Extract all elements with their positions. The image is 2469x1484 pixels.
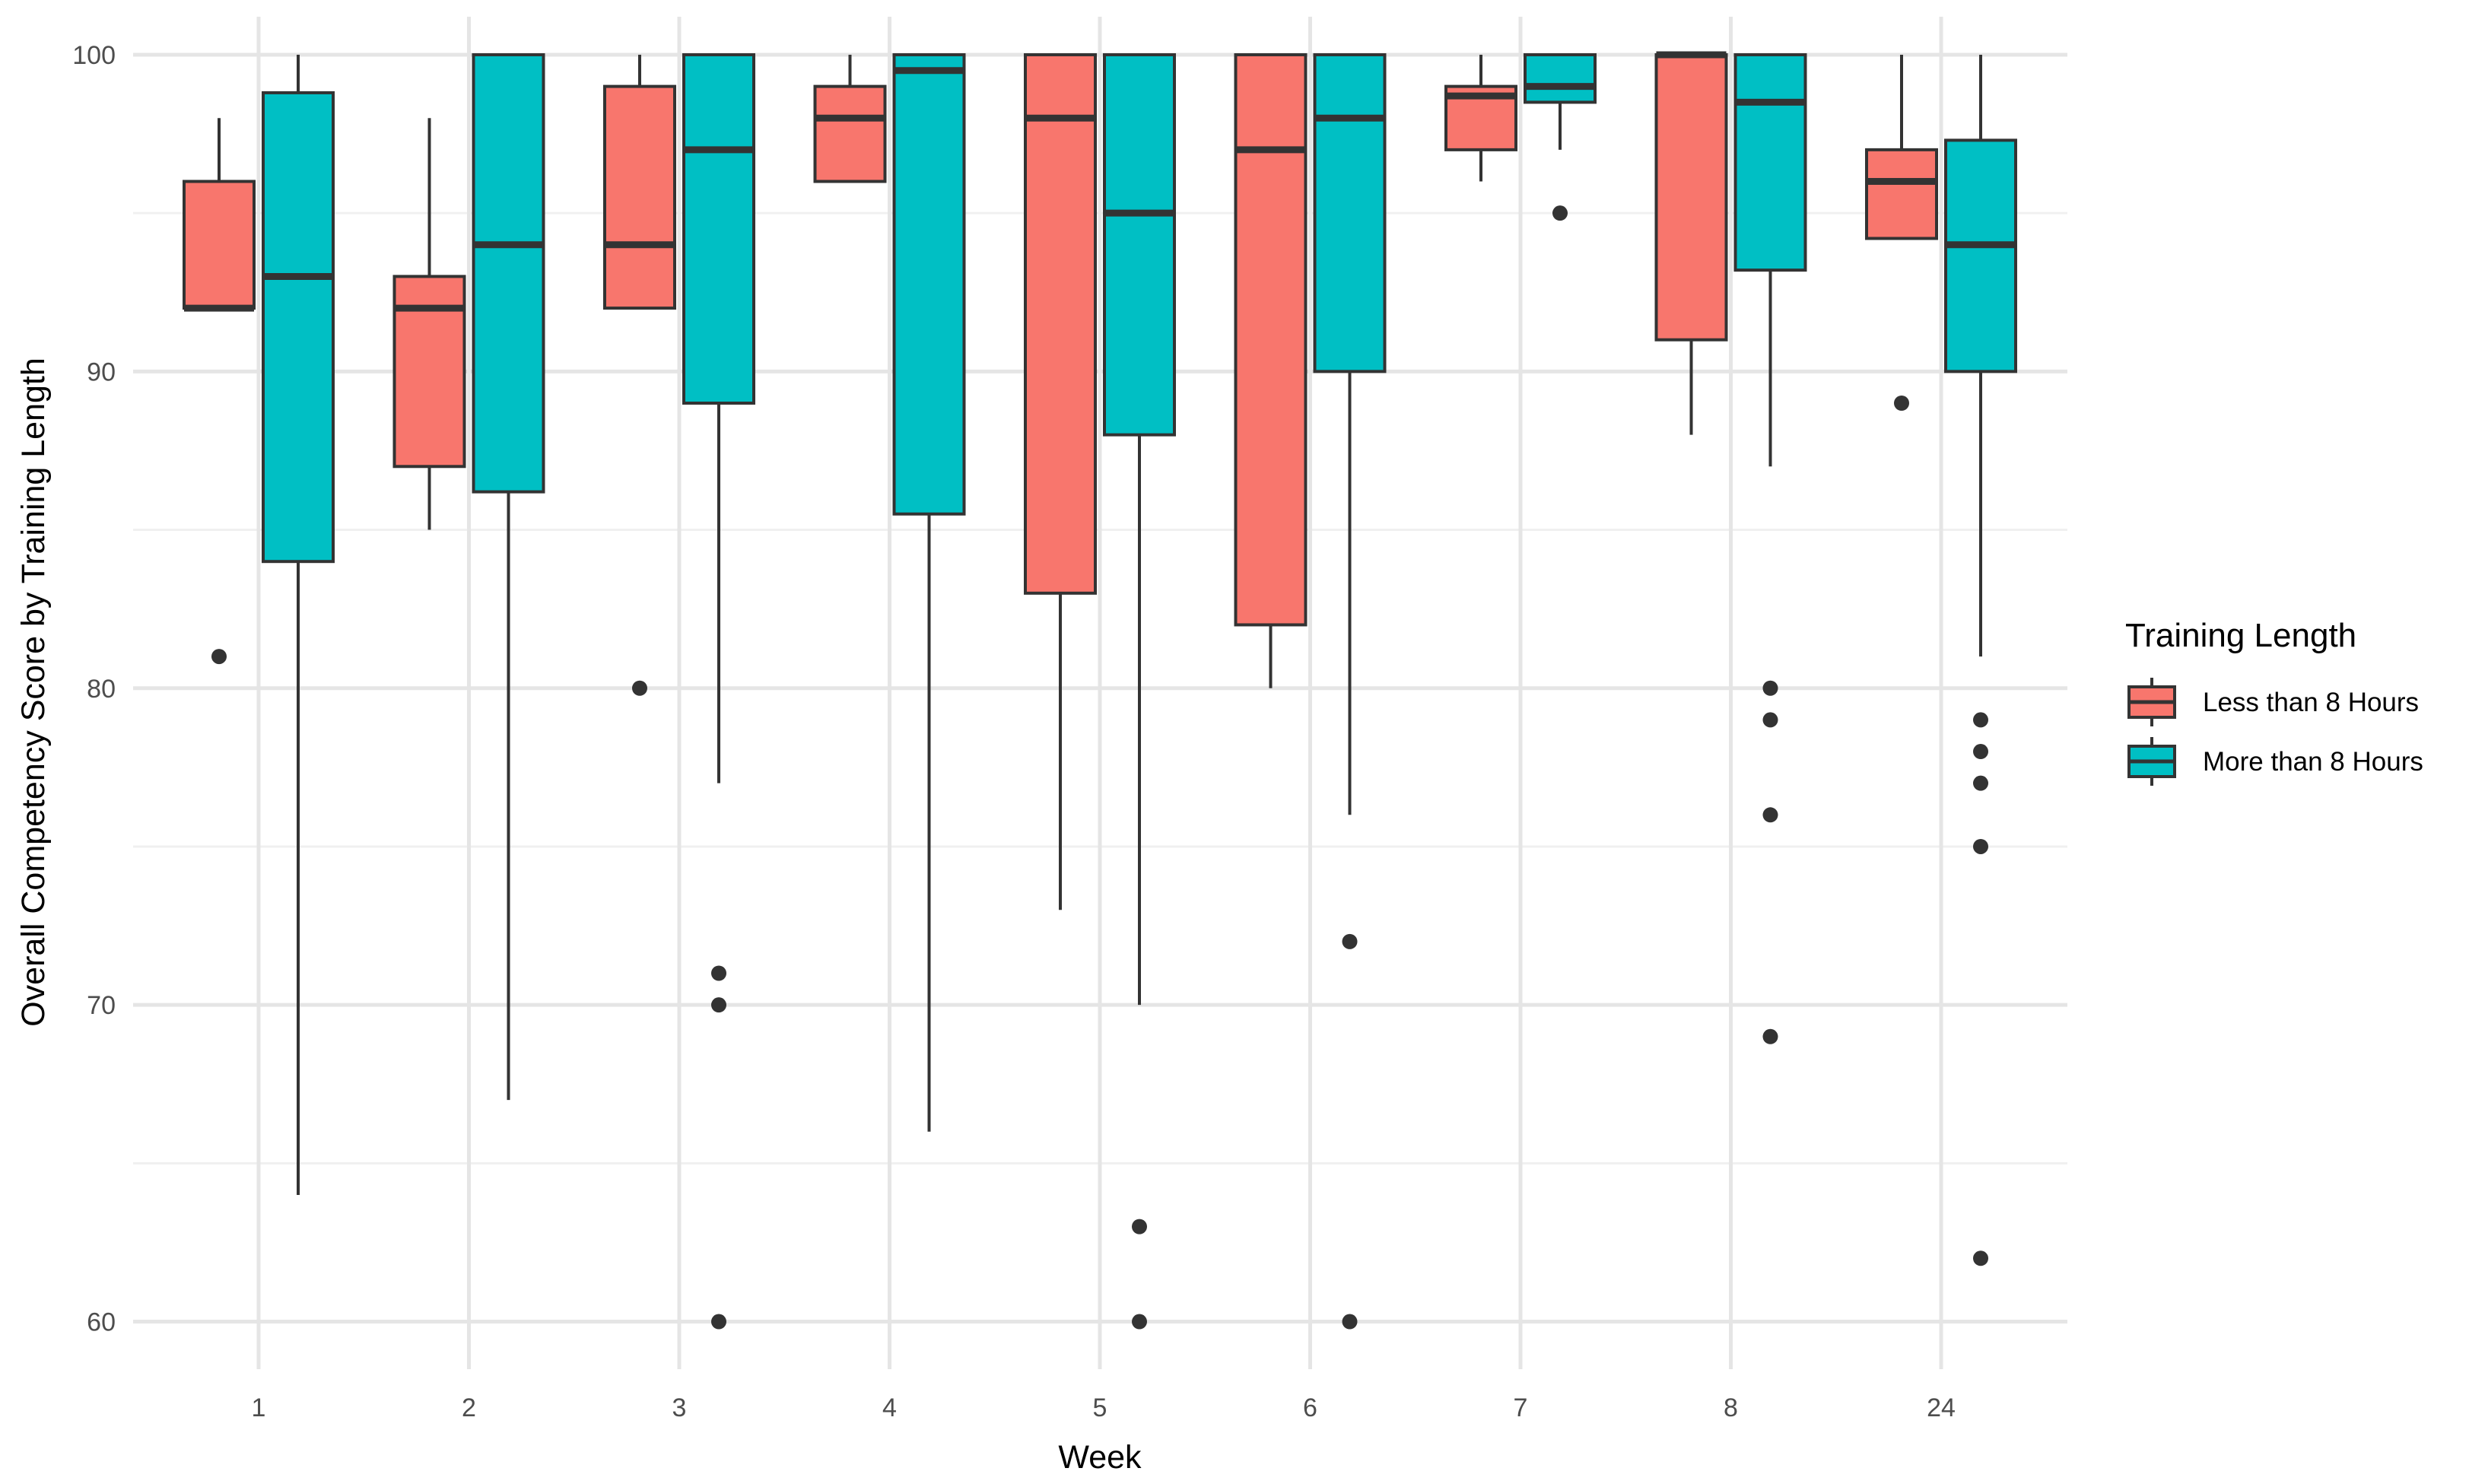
- legend-title: Training Length: [2125, 617, 2356, 654]
- box-body: [472, 52, 545, 494]
- box: [1865, 54, 1938, 411]
- box: [1234, 52, 1308, 688]
- box: [472, 52, 545, 1101]
- box: [813, 54, 887, 183]
- outlier-point: [1973, 1250, 1988, 1266]
- box-body: [1024, 52, 1097, 595]
- box: [1444, 54, 1517, 182]
- outlier-point: [1132, 1219, 1147, 1235]
- box-body: [603, 84, 676, 310]
- x-axis-ticks: 1 2 3 4 5 6 7 8 24: [252, 1393, 1956, 1422]
- box-series: [183, 51, 2017, 1330]
- outlier-point: [632, 680, 647, 696]
- outlier-point: [711, 997, 726, 1013]
- outlier-point: [1973, 838, 1988, 854]
- outlier-point: [211, 649, 227, 665]
- box-body: [1524, 52, 1597, 104]
- y-tick-label: 70: [87, 991, 116, 1020]
- outlier-point: [1894, 396, 1909, 411]
- outlier-point: [1762, 1028, 1778, 1044]
- y-tick-label: 60: [87, 1308, 116, 1337]
- box-body: [892, 52, 966, 516]
- x-tick-label: 7: [1514, 1393, 1528, 1422]
- outlier-point: [711, 965, 726, 981]
- box-body: [1733, 52, 1807, 272]
- gridlines: [133, 17, 2067, 1369]
- y-axis-ticks: 60 70 80 90 100: [72, 41, 116, 1337]
- outlier-point: [1132, 1314, 1147, 1330]
- box: [1524, 52, 1597, 221]
- outlier-point: [1762, 807, 1778, 823]
- series-less-than-8-hours: [183, 51, 1938, 910]
- box: [603, 54, 676, 696]
- outlier-point: [1342, 933, 1358, 949]
- box-body: [682, 52, 755, 405]
- y-tick-label: 90: [87, 357, 116, 386]
- box-body: [262, 91, 335, 564]
- x-tick-label: 5: [1093, 1393, 1107, 1422]
- box: [392, 118, 466, 530]
- box-body: [1313, 52, 1387, 373]
- legend-item: More than 8 Hours: [2127, 737, 2423, 786]
- box: [1103, 52, 1176, 1330]
- box: [892, 52, 966, 1132]
- x-tick-label: 24: [1927, 1393, 1956, 1422]
- x-axis-title: Week: [1058, 1439, 1142, 1476]
- box-body: [1234, 52, 1308, 627]
- outlier-point: [1342, 1314, 1358, 1330]
- box-body: [1654, 52, 1728, 342]
- outlier-point: [1762, 680, 1778, 696]
- legend-label: Less than 8 Hours: [2203, 688, 2419, 717]
- outlier-point: [1552, 205, 1568, 221]
- box: [1313, 52, 1387, 1330]
- x-tick-label: 8: [1724, 1393, 1738, 1422]
- outlier-point: [1973, 712, 1988, 728]
- box-body: [1944, 138, 2017, 373]
- box: [1654, 51, 1728, 435]
- x-tick-label: 1: [252, 1393, 266, 1422]
- y-tick-label: 100: [72, 41, 116, 70]
- legend-label: More than 8 Hours: [2203, 747, 2423, 777]
- box-body: [1865, 148, 1938, 240]
- box-body: [183, 180, 256, 310]
- box: [262, 54, 335, 1195]
- outlier-point: [711, 1314, 726, 1330]
- x-tick-label: 3: [672, 1393, 687, 1422]
- outlier-point: [1762, 712, 1778, 728]
- legend: Training Length Less than 8 Hours More th…: [2125, 617, 2423, 786]
- box: [1733, 52, 1807, 1044]
- box: [682, 52, 755, 1330]
- box-body: [813, 84, 887, 183]
- x-tick-label: 4: [882, 1393, 897, 1422]
- x-tick-label: 2: [462, 1393, 476, 1422]
- legend-item: Less than 8 Hours: [2127, 678, 2419, 726]
- x-tick-label: 6: [1303, 1393, 1317, 1422]
- box: [1024, 52, 1097, 910]
- y-axis-title: Overall Competency Score by Training Len…: [15, 357, 52, 1027]
- outlier-point: [1973, 775, 1988, 791]
- y-tick-label: 80: [87, 675, 116, 704]
- series-more-than-8-hours: [262, 52, 2017, 1330]
- box-body: [1103, 52, 1176, 437]
- box: [1944, 54, 2017, 1266]
- outlier-point: [1973, 744, 1988, 760]
- box: [183, 118, 256, 665]
